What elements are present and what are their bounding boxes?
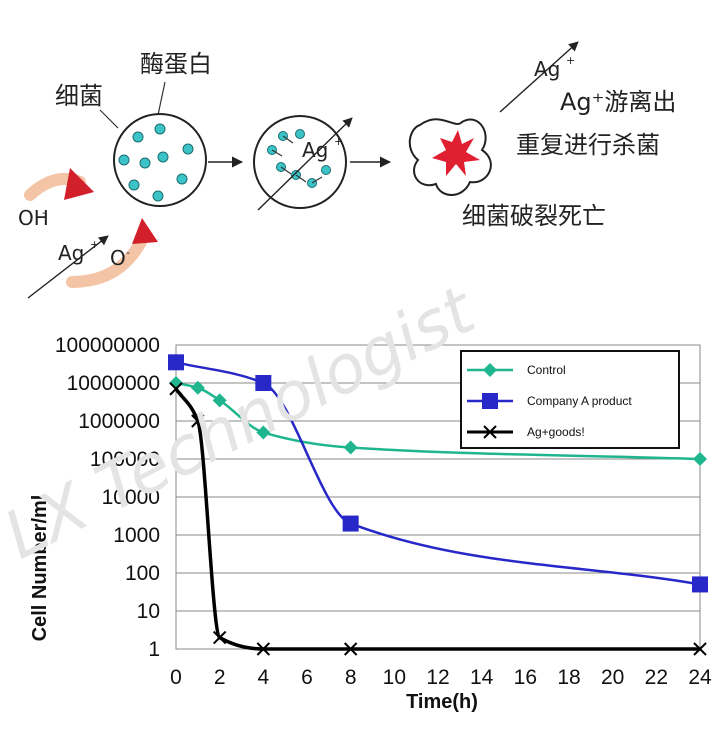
- legend-items: Control Company A product Ag+goods!: [467, 363, 632, 439]
- x-tick-label: 6: [301, 666, 313, 689]
- x-tick-label: 4: [257, 666, 269, 689]
- enzyme-dot: [132, 131, 144, 143]
- bacteria-label: 细菌: [55, 82, 103, 110]
- legend-marker: [482, 393, 498, 409]
- series-1: [168, 354, 708, 593]
- bound-enzymes: [267, 129, 331, 188]
- oh-sup: -: [42, 206, 46, 219]
- y-tick-label: 10000: [102, 486, 160, 509]
- ag-sup-input: +: [90, 238, 99, 251]
- x-tick-label: 24: [688, 666, 712, 689]
- ruptured-bacteria: [408, 118, 492, 196]
- x-tick-label: 10: [383, 666, 406, 689]
- enzyme-label: 酶蛋白: [140, 50, 212, 78]
- data-point: [256, 642, 271, 656]
- x-tick-label: 22: [645, 666, 668, 689]
- ag-ion-arrow: [257, 117, 353, 211]
- data-point: [255, 375, 272, 391]
- data-point: [693, 642, 707, 656]
- y-tick-label: 10000000: [67, 372, 160, 395]
- bacteria-pointer-line: [99, 109, 119, 129]
- bacteria-cell-attacked: [253, 115, 347, 209]
- x-tick-label: 18: [557, 666, 580, 689]
- y-tick-label: 100000: [90, 448, 160, 471]
- series-0: [169, 376, 707, 466]
- data-point: [212, 630, 227, 645]
- legend-marker: [483, 425, 497, 439]
- data-point: [212, 393, 227, 408]
- x-tick-label: 0: [170, 666, 182, 689]
- free-ag-arrow: [499, 41, 579, 113]
- y-tick-label: 100000000: [55, 334, 160, 357]
- x-tick-labels: 0 2 4 6 8 10 12 14 16 18 20 22 24: [170, 666, 712, 689]
- enzyme-dot: [182, 143, 194, 155]
- cycle-arrow-bottom: [66, 234, 148, 288]
- enzyme-pointer-line: [157, 81, 166, 116]
- x-tick-label: 20: [601, 666, 624, 689]
- data-point: [343, 440, 358, 455]
- ag-sup-free: +: [566, 54, 575, 67]
- o-label: O: [110, 246, 126, 270]
- x-tick-label: 8: [345, 666, 357, 689]
- mechanism-diagram: 细菌 酶蛋白 Ag: [18, 41, 676, 299]
- enzyme-dot: [176, 173, 188, 185]
- y-tick-label: 1: [148, 638, 160, 661]
- enzyme-dot: [321, 165, 331, 175]
- enzyme-dot: [152, 190, 164, 202]
- enzyme-dot: [154, 123, 166, 135]
- enzyme-dot: [118, 154, 130, 166]
- ag-label-free: Ag: [534, 57, 560, 81]
- x-tick-label: 2: [214, 666, 226, 689]
- x-tick-label: 16: [514, 666, 537, 689]
- enzyme-dot: [157, 151, 169, 163]
- death-label: 细菌破裂死亡: [462, 202, 606, 230]
- y-tick-labels: 1 10 100 1000 10000 100000 1000000 10000000 1000…: [55, 334, 160, 661]
- legend-label: Control: [527, 363, 566, 377]
- enzyme-dot: [295, 129, 305, 139]
- y-axis-title: Cell Number/ml: [29, 495, 51, 642]
- x-tick-label: 14: [470, 666, 494, 689]
- data-point: [168, 354, 184, 371]
- legend-label: Company A product: [527, 394, 632, 408]
- legend-label: Ag+goods!: [527, 425, 585, 439]
- ag-label-cell: Ag: [302, 138, 328, 162]
- data-point: [256, 425, 271, 440]
- chart: 1101001000100001000001000000100000001000…: [29, 334, 712, 713]
- data-point: [191, 414, 205, 428]
- y-tick-label: 1000: [113, 524, 160, 547]
- red-arrowhead-top: [64, 168, 94, 200]
- ag-label-input: Ag: [58, 241, 84, 265]
- ag-sup-cell: +: [334, 135, 343, 148]
- legend-marker: [483, 363, 497, 377]
- burst-icon: [432, 130, 480, 176]
- data-point: [342, 515, 359, 532]
- enzyme-bonds: [271, 135, 323, 184]
- y-tick-label: 100: [125, 562, 160, 585]
- series-line: [175, 361, 701, 586]
- data-point: [693, 452, 707, 466]
- enzyme-dot: [128, 179, 140, 191]
- data-point: [169, 382, 183, 396]
- o-sup: -: [126, 246, 130, 259]
- series-2: [169, 382, 707, 656]
- series-layer: [168, 354, 708, 656]
- watermark: LX Technologist: [0, 271, 488, 574]
- red-arrowhead-bottom: [132, 218, 158, 244]
- data-point: [343, 642, 358, 656]
- ag-free-label: Ag⁺游离出: [560, 88, 676, 116]
- y-tick-label: 1000000: [78, 410, 160, 433]
- enzyme-dots: [118, 123, 194, 202]
- x-axis-title: Time(h): [406, 691, 478, 713]
- enzyme-dot: [139, 157, 151, 169]
- x-tick-label: 12: [426, 666, 449, 689]
- data-point: [190, 380, 205, 395]
- repeat-label: 重复进行杀菌: [516, 131, 660, 159]
- legend: Control Company A product Ag+goods!: [460, 350, 680, 449]
- ag-input-arrow: [27, 235, 109, 299]
- data-point: [692, 576, 708, 593]
- y-tick-label: 10: [137, 600, 160, 623]
- oh-label: OH: [18, 206, 49, 230]
- series-line: [174, 387, 700, 651]
